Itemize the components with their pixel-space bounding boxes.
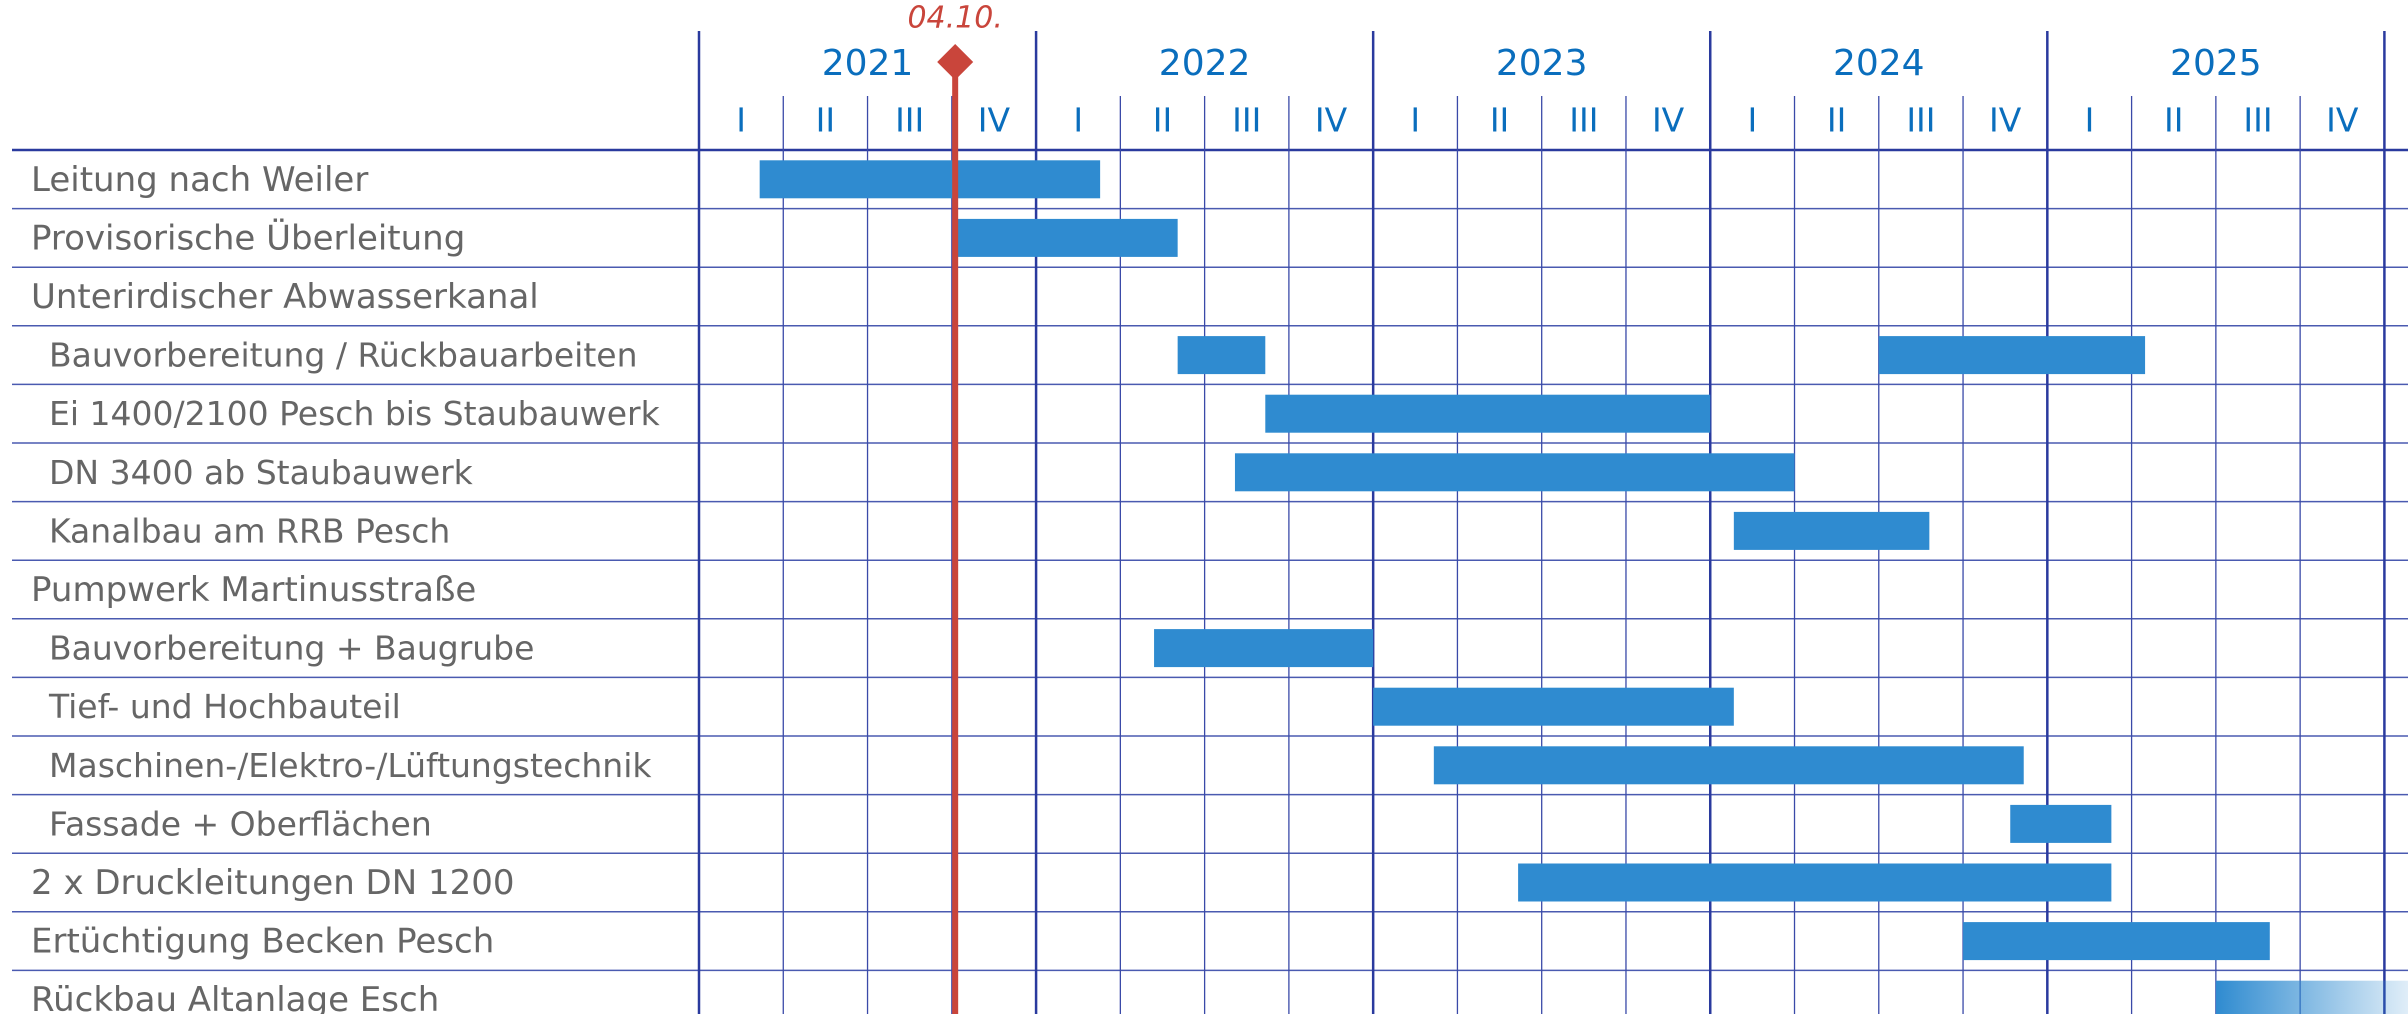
task-label: Ei 1400/2100 Pesch bis Staubauwerk (49, 394, 661, 433)
date-marker-label: 04.10. (907, 1, 1002, 36)
year-label: 2024 (1833, 43, 1925, 84)
quarter-label: II (816, 101, 835, 140)
year-label: 2022 (1159, 43, 1251, 84)
quarter-label: III (1906, 101, 1935, 140)
task-label: Pumpwerk Martinusstraße (31, 570, 476, 610)
quarter-label: III (895, 101, 924, 140)
quarter-label: IV (1989, 101, 2022, 140)
quarter-label: II (2164, 101, 2183, 140)
task-bar (955, 218, 1178, 257)
task-bar (1154, 629, 1374, 668)
task-bar (1373, 687, 1734, 726)
task-bar (1733, 511, 1930, 550)
quarter-label: III (2243, 101, 2272, 140)
task-label: Maschinen-/Elektro-/Lüftungstechnik (49, 746, 652, 785)
task-bar (2010, 804, 2112, 843)
task-label: Ertüchtigung Becken Pesch (31, 922, 494, 962)
task-label: Kanalbau am RRB Pesch (49, 511, 450, 550)
task-label: Rückbau Altanlage Esch (31, 980, 439, 1014)
year-label: 2025 (2170, 43, 2262, 84)
quarter-label: IV (2326, 101, 2359, 140)
task-bar (1265, 394, 1711, 433)
task-label: DN 3400 ab Staubauwerk (49, 453, 474, 492)
quarter-label: IV (1652, 101, 1685, 140)
task-label: Leitung nach Weiler (31, 160, 368, 200)
task-bar (1518, 863, 2112, 902)
quarter-label: III (1569, 101, 1598, 140)
quarter-label: I (736, 101, 746, 140)
year-label: 2021 (822, 43, 914, 84)
quarter-label: I (2085, 101, 2095, 140)
task-label: Fassade + Oberflächen (49, 804, 432, 843)
quarter-label: IV (1315, 101, 1348, 140)
task-label: Tief- und Hochbauteil (48, 687, 401, 726)
quarter-label: I (1073, 101, 1083, 140)
task-bar (759, 160, 1101, 199)
year-label: 2023 (1496, 43, 1588, 84)
task-label: Provisorische Überleitung (31, 217, 465, 258)
date-marker-diamond (937, 44, 974, 80)
quarter-label: III (1232, 101, 1261, 140)
task-bar (1963, 922, 2270, 961)
task-bar (1234, 453, 1795, 492)
task-bar (1177, 336, 1266, 375)
task-bar (1433, 746, 2024, 785)
quarter-label: II (1490, 101, 1509, 140)
quarter-label: IV (978, 101, 1011, 140)
quarter-label: I (1410, 101, 1420, 140)
task-label: Bauvorbereitung / Rückbauarbeiten (49, 336, 638, 375)
task-label: Bauvorbereitung + Baugrube (49, 629, 534, 668)
task-bar (2215, 980, 2408, 1014)
task-label: Unterirdischer Abwasserkanal (31, 277, 539, 317)
task-label: 2 x Druckleitungen DN 1200 (31, 863, 515, 903)
quarter-label: II (1827, 101, 1846, 140)
quarter-label: I (1748, 101, 1758, 140)
task-bar (1878, 336, 2146, 375)
quarter-label: II (1153, 101, 1172, 140)
